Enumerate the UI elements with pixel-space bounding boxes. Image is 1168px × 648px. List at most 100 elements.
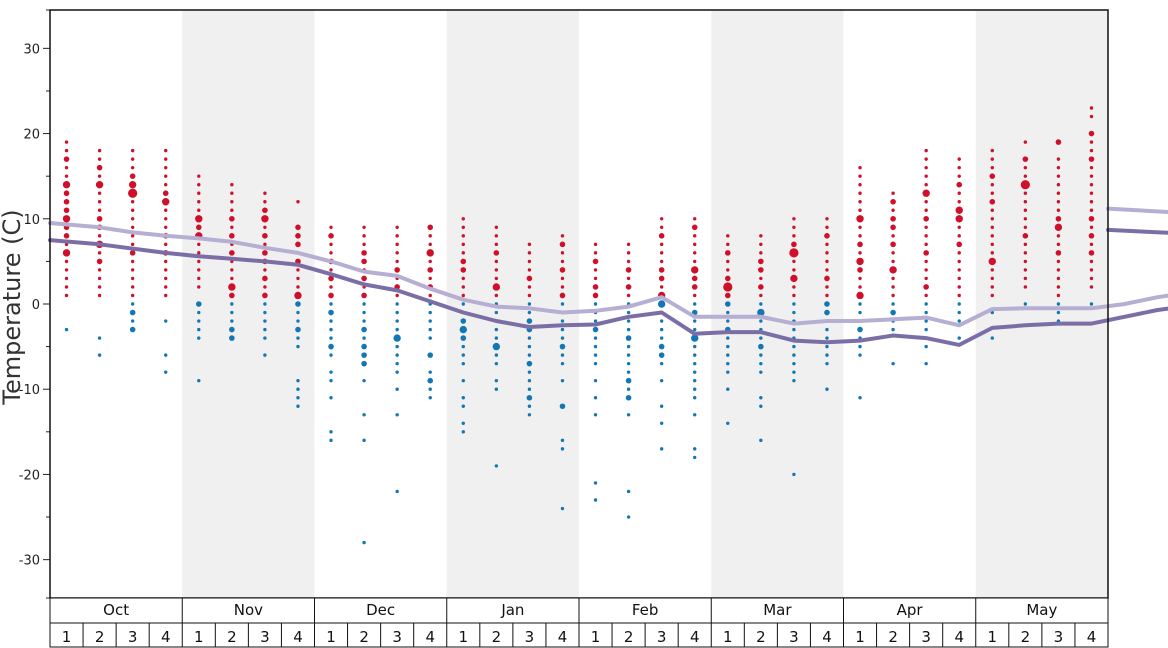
warm-dot bbox=[890, 241, 896, 248]
cold-dot bbox=[726, 387, 730, 391]
cold-dot bbox=[825, 327, 829, 332]
warm-dot bbox=[1022, 233, 1029, 239]
cold-dot bbox=[957, 302, 961, 306]
warm-dot bbox=[856, 257, 864, 266]
warm-dot bbox=[858, 165, 862, 170]
warm-dot bbox=[891, 234, 895, 238]
cold-dot bbox=[626, 353, 631, 357]
warm-dot bbox=[164, 157, 168, 161]
warm-dot bbox=[130, 276, 135, 281]
week-label: 3 bbox=[128, 628, 138, 646]
cold-dot bbox=[560, 378, 565, 383]
cold-dot bbox=[526, 360, 533, 367]
warm-dot bbox=[792, 259, 796, 264]
warm-dot bbox=[825, 293, 829, 298]
cold-dot bbox=[164, 370, 168, 374]
warm-dot bbox=[924, 259, 928, 264]
warm-dot bbox=[825, 285, 829, 289]
warm-dot bbox=[1023, 140, 1028, 144]
warm-dot bbox=[1023, 225, 1028, 230]
warm-dot bbox=[295, 233, 301, 239]
warm-dot bbox=[164, 268, 168, 272]
cold-dot bbox=[858, 302, 862, 306]
cold-dot bbox=[857, 326, 863, 333]
cold-dot bbox=[693, 413, 697, 417]
warm-dot bbox=[989, 173, 996, 179]
warm-dot bbox=[494, 293, 499, 298]
cold-dot bbox=[362, 310, 366, 315]
cold-dot bbox=[625, 394, 632, 401]
warm-dot bbox=[659, 285, 664, 289]
cold-dot bbox=[64, 327, 69, 332]
warm-dot bbox=[890, 215, 896, 222]
cold-dot bbox=[626, 361, 631, 366]
warm-dot bbox=[427, 267, 434, 273]
month-label: Mar bbox=[763, 601, 792, 619]
warm-dot bbox=[891, 285, 895, 289]
warm-dot bbox=[659, 225, 664, 230]
warm-dot bbox=[130, 217, 135, 221]
cold-dot bbox=[395, 310, 399, 315]
cold-dot bbox=[395, 327, 399, 332]
warm-dot bbox=[129, 250, 136, 256]
cold-dot bbox=[924, 319, 928, 323]
warm-dot bbox=[792, 217, 796, 221]
cold-dot bbox=[691, 334, 699, 342]
week-label: 4 bbox=[558, 628, 568, 646]
warm-dot bbox=[64, 148, 69, 153]
warm-dot bbox=[890, 198, 896, 205]
warm-dot bbox=[62, 249, 71, 257]
warm-dot bbox=[824, 275, 830, 282]
warm-dot bbox=[990, 276, 994, 281]
warm-dot bbox=[329, 242, 333, 247]
warm-dot bbox=[1089, 106, 1094, 110]
cold-dot bbox=[625, 335, 632, 341]
week-label: 1 bbox=[194, 628, 204, 646]
cold-dot bbox=[759, 438, 763, 443]
cold-dot bbox=[891, 327, 895, 332]
cold-dot bbox=[659, 378, 664, 383]
cold-dot bbox=[824, 309, 830, 316]
warm-dot bbox=[990, 157, 994, 161]
warm-dot bbox=[1089, 140, 1094, 144]
cold-dot bbox=[328, 309, 334, 316]
warm-dot bbox=[724, 250, 731, 256]
cold-dot bbox=[726, 319, 730, 323]
cold-dot bbox=[527, 387, 532, 391]
warm-dot bbox=[1089, 191, 1094, 195]
warm-dot bbox=[164, 242, 168, 247]
warm-dot bbox=[759, 293, 763, 298]
cold-dot bbox=[658, 352, 665, 358]
cold-dot bbox=[395, 370, 399, 374]
warm-dot bbox=[97, 234, 102, 238]
warm-dot bbox=[856, 291, 864, 300]
warm-dot bbox=[924, 165, 928, 170]
warm-dot bbox=[1023, 165, 1028, 170]
warm-dot bbox=[97, 276, 102, 281]
warm-dot bbox=[461, 242, 465, 247]
warm-dot bbox=[63, 207, 70, 214]
cold-dot bbox=[461, 344, 465, 349]
warm-dot bbox=[1089, 242, 1094, 247]
warm-dot bbox=[1023, 242, 1028, 247]
warm-dot bbox=[691, 275, 698, 282]
warm-dot bbox=[1023, 208, 1028, 212]
cold-dot bbox=[724, 301, 731, 307]
warm-dot bbox=[263, 268, 267, 272]
cold-dot bbox=[726, 344, 730, 349]
warm-dot bbox=[1054, 223, 1063, 232]
cold-dot bbox=[362, 540, 366, 545]
warm-dot bbox=[856, 215, 864, 223]
cold-dot bbox=[759, 336, 763, 340]
cold-dot bbox=[197, 319, 201, 323]
warm-dot bbox=[262, 233, 268, 239]
cold-dot bbox=[792, 370, 796, 374]
cold-dot bbox=[461, 302, 465, 306]
cold-dot bbox=[197, 378, 201, 383]
warm-dot bbox=[1088, 156, 1095, 162]
warm-dot bbox=[164, 148, 168, 153]
warm-dot bbox=[759, 276, 763, 281]
warm-dot bbox=[990, 165, 994, 170]
warm-dot bbox=[261, 215, 269, 223]
cold-dot bbox=[329, 370, 333, 374]
